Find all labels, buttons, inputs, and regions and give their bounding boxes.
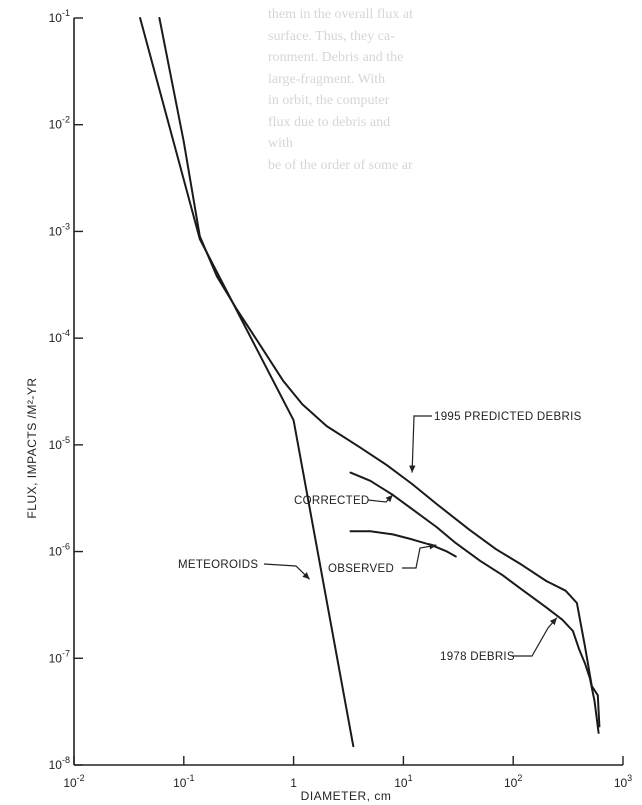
x-tick-label: 103: [614, 773, 632, 790]
x-tick-label: 10-1: [173, 773, 194, 790]
annotation-label: OBSERVED: [328, 563, 394, 575]
annotation-label: CORRECTED: [294, 495, 370, 507]
background-text-line: them in the overall flux at: [268, 7, 414, 22]
y-tick-label: 10-5: [49, 435, 70, 452]
annotation-leader: [411, 415, 432, 473]
chart-ticks: [73, 17, 624, 766]
x-tick-label: 101: [394, 773, 412, 790]
chart-tick-labels: 10-110-210-310-410-510-610-710-810-2 10-1…: [49, 8, 633, 790]
annotation-arrowhead: [429, 543, 437, 550]
annotation-arrowhead: [409, 465, 416, 473]
annotation-label: 1978 DEBRIS: [440, 651, 515, 663]
y-tick-label: 10-4: [49, 328, 70, 345]
series-corrected: [349, 471, 600, 734]
annotation-arrowhead: [549, 617, 557, 626]
background-text-line: ronment. Debris and the: [268, 50, 404, 65]
series-1995-predicted-debris: [158, 17, 601, 728]
background-text-line: large-fragment. With: [268, 71, 386, 87]
y-tick-label: 10-2: [49, 115, 70, 132]
background-text-line: in orbit, the computer: [268, 93, 390, 108]
background-text-line: be of the order of some ar: [268, 157, 413, 173]
annotation-arrowhead: [302, 572, 310, 580]
x-tick-label: 10-2: [63, 773, 84, 790]
x-tick-label: 1: [290, 776, 297, 790]
y-tick-label: 10-1: [49, 8, 70, 25]
chart-series: [139, 17, 601, 748]
x-tick-label: 102: [504, 773, 522, 790]
background-text-line: flux due to debris and: [268, 114, 391, 130]
series-observed: [349, 530, 457, 558]
y-tick-label: 10-6: [49, 542, 70, 559]
y-axis-title: FLUX, IMPACTS /M²-YR: [25, 377, 39, 518]
y-tick-label: 10-8: [49, 755, 70, 772]
annotation-label: METEOROIDS: [178, 559, 258, 571]
series-meteoroids: [139, 17, 355, 748]
annotation-label: 1995 PREDICTED DEBRIS: [434, 411, 582, 423]
background-text: them in the overall flux at surface. Thus…: [268, 4, 640, 176]
y-tick-label: 10-3: [49, 221, 70, 238]
x-axis-title: DIAMETER, cm: [301, 789, 392, 803]
annotation-leader: [263, 563, 311, 580]
annotation-arrowhead: [385, 494, 393, 503]
background-text-line: surface. Thus, they ca-: [268, 28, 395, 44]
annotation-leader: [512, 617, 558, 657]
y-tick-label: 10-7: [49, 648, 70, 665]
chart-axes: [73, 18, 623, 766]
chart-annotations: 1995 PREDICTED DEBRIS CORRECTED OBSERVED ME…: [178, 411, 582, 663]
background-text-line: with: [268, 136, 293, 151]
annotation-leader: [402, 544, 437, 569]
